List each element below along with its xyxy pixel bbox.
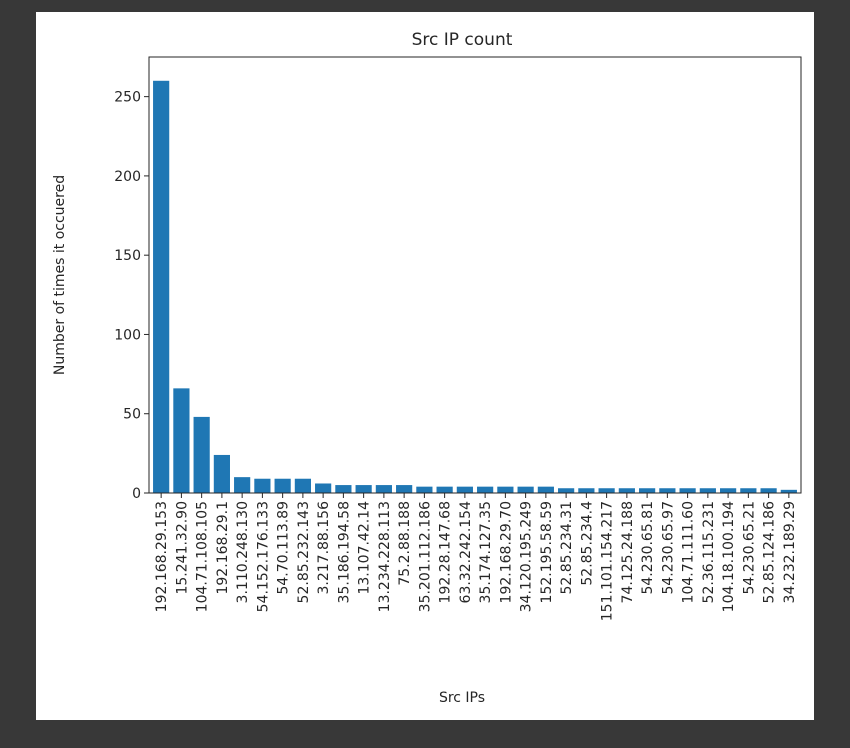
x-tick-label: 54.70.113.89 — [276, 501, 292, 595]
y-tick-label: 150 — [114, 248, 141, 264]
x-tick-label: 75.2.88.188 — [397, 501, 413, 586]
y-tick-label: 0 — [132, 486, 141, 502]
bar-21 — [558, 488, 575, 493]
y-tick-label: 50 — [123, 407, 141, 423]
bar-12 — [375, 485, 392, 493]
bar-22 — [578, 488, 595, 493]
x-tick-label: 52.85.234.4 — [579, 501, 595, 586]
bar-13 — [396, 485, 413, 493]
y-axis-label: Number of times it occuered — [52, 175, 68, 375]
x-tick-label: 192.168.29.70 — [498, 501, 514, 603]
bar-28 — [699, 488, 716, 493]
bar-2 — [173, 388, 190, 493]
bar-15 — [436, 486, 453, 493]
x-tick-label: 52.85.232.143 — [296, 501, 312, 603]
bar-23 — [598, 488, 615, 493]
figure-canvas: Src IP count Number of times it occuered… — [36, 12, 814, 720]
bar-4 — [213, 454, 230, 493]
chart-title: Src IP count — [412, 30, 513, 50]
x-tick-label: 54.230.65.81 — [640, 501, 656, 595]
x-tick-label: 35.201.112.186 — [417, 501, 433, 612]
y-tick-label: 200 — [114, 169, 141, 185]
bar-20 — [537, 486, 554, 493]
bar-8 — [294, 478, 311, 493]
x-tick-label: 3.217.88.156 — [316, 501, 332, 595]
x-tick-label: 52.36.115.231 — [701, 501, 717, 603]
plot-frame — [148, 56, 802, 494]
x-tick-label: 54.152.176.133 — [255, 501, 271, 612]
x-tick-label: 34.232.189.29 — [782, 501, 798, 603]
bar-chart: Src IP count Number of times it occuered… — [52, 30, 802, 706]
bar-18 — [497, 486, 514, 493]
bar-11 — [355, 485, 372, 493]
x-tick-label: 192.168.29.1 — [215, 501, 231, 595]
bar-31 — [760, 488, 777, 493]
bar-24 — [618, 488, 635, 493]
bar-26 — [659, 488, 676, 493]
bar-5 — [234, 477, 251, 493]
bar-1 — [153, 80, 170, 494]
x-tick-label: 192.28.147.68 — [438, 501, 454, 603]
x-tick-label: 52.85.124.186 — [762, 501, 778, 604]
x-tick-label: 152.195.58.59 — [539, 501, 555, 603]
bar-6 — [254, 478, 271, 493]
bar-14 — [416, 486, 433, 493]
bar-32 — [780, 489, 797, 493]
bar-19 — [517, 486, 534, 493]
x-tick-label: 54.230.65.21 — [741, 501, 757, 595]
bar-29 — [720, 488, 737, 493]
y-tick-label: 100 — [114, 327, 141, 343]
x-tick-label: 13.107.42.14 — [357, 501, 373, 595]
x-tick-label: 74.125.24.188 — [620, 501, 636, 603]
x-axis-ticks: 192.168.29.153 15.241.32.90 104.71.108.105… — [154, 493, 798, 621]
y-tick-label: 250 — [114, 90, 141, 106]
x-tick-label: 52.85.234.31 — [559, 501, 575, 595]
x-tick-label: 104.71.108.105 — [195, 501, 211, 612]
bar-10 — [335, 485, 352, 493]
bar-17 — [477, 486, 494, 493]
x-tick-label: 192.168.29.153 — [154, 501, 170, 612]
x-tick-label: 13.234.228.113 — [377, 501, 393, 612]
y-axis-ticks: 0 50 100 150 200 250 — [114, 90, 149, 502]
bar-16 — [456, 486, 473, 493]
x-tick-label: 34.120.195.249 — [519, 501, 535, 612]
x-tick-label: 151.101.154.217 — [600, 501, 616, 621]
bar-30 — [740, 488, 757, 493]
x-tick-label: 35.186.194.58 — [336, 501, 352, 603]
bar-3 — [193, 416, 210, 493]
bar-27 — [679, 488, 696, 493]
x-tick-label: 63.32.242.154 — [458, 501, 474, 604]
x-axis-label: Src IPs — [439, 690, 485, 706]
bar-9 — [315, 483, 332, 493]
bar-25 — [639, 488, 656, 493]
x-tick-label: 35.174.127.35 — [478, 501, 494, 603]
x-tick-label: 15.241.32.90 — [174, 501, 190, 595]
bars-group — [153, 80, 797, 494]
x-tick-label: 3.110.248.130 — [235, 501, 251, 603]
x-tick-label: 104.71.111.60 — [681, 501, 697, 603]
bar-7 — [274, 478, 291, 493]
x-tick-label: 104.18.100.194 — [721, 501, 737, 612]
x-tick-label: 54.230.65.97 — [660, 501, 676, 595]
